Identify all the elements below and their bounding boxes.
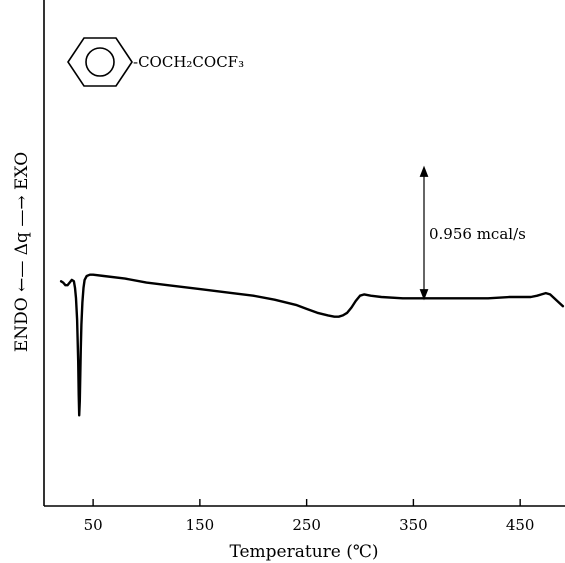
x-tick-label: 150 bbox=[186, 516, 215, 534]
x-tick-label: 250 bbox=[292, 516, 321, 534]
x-tick-label: 50 bbox=[84, 516, 103, 534]
compound-formula: -COCH₂COCF₃ bbox=[133, 53, 244, 71]
scale-bar bbox=[419, 165, 429, 301]
benzene-ring-icon bbox=[67, 37, 133, 87]
arrow-up-icon bbox=[419, 165, 429, 177]
scale-bar-label: 0.956 mcal/s bbox=[429, 225, 526, 243]
x-tick-label: 450 bbox=[506, 516, 535, 534]
series-layer bbox=[59, 273, 565, 417]
plot-frame bbox=[43, 0, 565, 507]
x-tick-label: 350 bbox=[399, 516, 428, 534]
x-ticks: 50 150 250 350 450 bbox=[84, 499, 535, 534]
x-axis-title: Temperature (℃) bbox=[229, 542, 378, 562]
arrow-down-icon bbox=[419, 289, 429, 301]
y-axis-title: ENDO ←— Δq —→ EXO bbox=[12, 152, 32, 352]
dsc-curve bbox=[59, 273, 565, 417]
